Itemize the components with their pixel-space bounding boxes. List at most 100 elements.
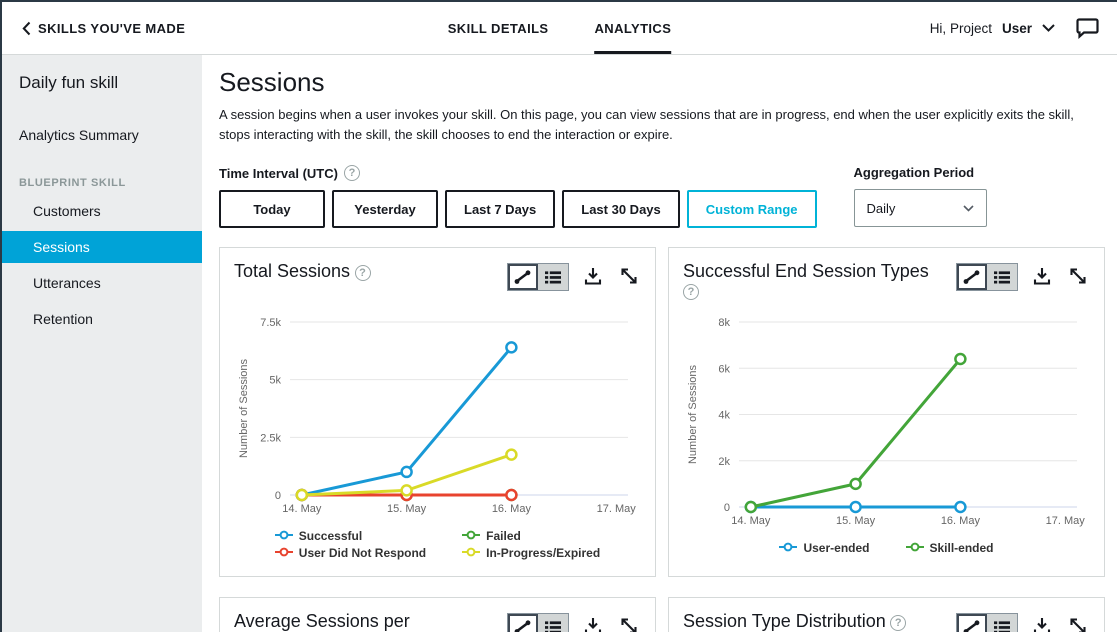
chart-title: Average Sessions per Customer: [234, 611, 410, 632]
chart-card-successful-end-session-types: Successful End Session Types ? 0 2k 4k 6k 8k N…: [668, 247, 1105, 578]
tab-analytics[interactable]: ANALYTICS: [594, 2, 672, 54]
sidebar-item-retention[interactable]: Retention: [33, 311, 93, 327]
chart-plot-successful-end-session-types: 0 2k 4k 6k 8k Number of Sessions 14. May 15. Ma…: [687, 317, 1085, 527]
back-to-skills-link[interactable]: SKILLS YOU'VE MADE: [22, 21, 185, 36]
view-toggle-group: [507, 613, 569, 632]
line-chart-icon: [514, 619, 532, 632]
svg-text:0: 0: [724, 502, 730, 514]
time-interval-button-yesterday[interactable]: Yesterday: [332, 190, 438, 229]
download-button[interactable]: [581, 263, 605, 289]
chart-help-icon[interactable]: ?: [354, 265, 371, 282]
legend-item-skill-ended[interactable]: Skill-ended: [905, 541, 994, 556]
line-view-toggle-button[interactable]: [508, 264, 538, 291]
time-interval-button-today[interactable]: Today: [219, 190, 325, 229]
expand-button[interactable]: [617, 613, 641, 632]
sidebar-item-utterances[interactable]: Utterances: [33, 275, 101, 291]
line-chart-icon: [963, 619, 981, 632]
view-toggle-group: [956, 613, 1018, 632]
legend-item-failed[interactable]: Failed: [462, 529, 600, 543]
skill-name: Daily fun skill: [19, 73, 119, 92]
chart-title-wrap: Session Type Distribution ?: [683, 610, 907, 632]
table-view-toggle-button[interactable]: [538, 614, 568, 632]
sidebar-item-sessions[interactable]: Sessions: [2, 231, 202, 263]
sidebar-section-label: BLUEPRINT SKILL: [19, 177, 126, 189]
aggregation-period-select[interactable]: Daily: [853, 189, 987, 228]
download-button[interactable]: [1030, 613, 1054, 632]
expand-icon: [619, 266, 639, 286]
user-name: User: [1001, 20, 1032, 36]
back-chevron-icon: [22, 21, 31, 36]
legend-marker-icon: [462, 546, 481, 560]
legend-label: In-Progress/Expired: [486, 546, 601, 561]
svg-text:15. May: 15. May: [387, 503, 427, 515]
legend-marker-icon: [462, 529, 481, 543]
top-navigation-bar: SKILLS YOU'VE MADE SKILL DETAILS ANALYTIC…: [2, 2, 1117, 55]
feedback-chat-icon[interactable]: [1075, 16, 1101, 40]
download-button[interactable]: [1030, 263, 1054, 289]
line-chart-icon: [514, 269, 532, 285]
legend-marker-icon: [274, 546, 293, 560]
expand-icon: [1068, 266, 1088, 286]
legend-label: User-ended: [803, 541, 870, 556]
sidebar-item-analytics-summary[interactable]: Analytics Summary: [19, 127, 139, 143]
legend-label: User Did Not Respond: [298, 546, 427, 561]
download-icon: [1032, 266, 1052, 286]
expand-button[interactable]: [1066, 613, 1090, 632]
view-toggle-group: [507, 263, 569, 292]
legend-marker-icon: [274, 529, 293, 543]
user-menu-chevron-icon[interactable]: [1042, 24, 1055, 32]
time-interval-button-custom-range[interactable]: Custom Range: [686, 190, 817, 229]
svg-text:14. May: 14. May: [731, 515, 771, 527]
chart-help-icon[interactable]: ?: [890, 615, 907, 632]
tab-skill-details[interactable]: SKILL DETAILS: [447, 20, 549, 36]
chart-help-icon[interactable]: ?: [683, 284, 699, 301]
table-view-toggle-button[interactable]: [538, 264, 568, 291]
chart-card-header: Session Type Distribution ?: [683, 610, 1090, 632]
table-icon: [993, 620, 1011, 632]
line-view-toggle-button[interactable]: [508, 614, 538, 632]
sidebar: Daily fun skill Analytics Summary BLUEPR…: [2, 55, 202, 632]
expand-button[interactable]: [1066, 263, 1090, 289]
svg-text:14. May: 14. May: [282, 503, 322, 515]
svg-text:6k: 6k: [718, 364, 730, 376]
legend-label: Skill-ended: [929, 541, 994, 556]
download-icon: [583, 616, 603, 632]
chart-toolbar: [507, 260, 641, 312]
legend-item-successful[interactable]: Successful: [274, 529, 426, 543]
time-interval-help-icon[interactable]: ?: [343, 165, 360, 182]
svg-text:5k: 5k: [269, 375, 281, 387]
svg-text:17. May: 17. May: [597, 503, 637, 515]
chart-card-header: Average Sessions per Customer ?: [234, 610, 641, 632]
table-view-toggle-button[interactable]: [987, 614, 1017, 632]
charts-grid: Total Sessions ? 0 2.5k 5k 7.5k Number of Ses…: [219, 247, 1107, 632]
chart-toolbar: [507, 610, 641, 632]
legend-item-in-progress-expired[interactable]: In-Progress/Expired: [462, 546, 600, 560]
aggregation-value: Daily: [866, 200, 896, 216]
chart-legend: User-ended Skill-ended: [683, 541, 1090, 555]
time-interval-button-last-7-days[interactable]: Last 7 Days: [445, 190, 556, 229]
aggregation-group: Aggregation Period Daily: [853, 165, 987, 228]
main-content: Sessions A session begins when a user in…: [202, 55, 1117, 632]
table-view-toggle-button[interactable]: [987, 264, 1017, 291]
table-icon: [544, 270, 562, 285]
sidebar-item-customers[interactable]: Customers: [33, 203, 101, 219]
legend-item-user-did-not-respond[interactable]: User Did Not Respond: [274, 546, 427, 561]
svg-text:15. May: 15. May: [836, 515, 876, 527]
line-view-toggle-button[interactable]: [957, 614, 987, 632]
svg-text:7.5k: 7.5k: [260, 317, 281, 329]
time-interval-button-last-30-days[interactable]: Last 30 Days: [562, 190, 680, 229]
chart-title: Total Sessions: [234, 261, 351, 282]
chart-title-wrap: Successful End Session Types ?: [683, 260, 941, 312]
chart-legend: Successful Failed User Did Not Respond In-P…: [234, 529, 641, 560]
table-icon: [993, 270, 1011, 285]
chart-plot-total-sessions: 0 2.5k 5k 7.5k Number of Sessions 14. May 15. …: [238, 317, 637, 515]
legend-item-user-ended[interactable]: User-ended: [779, 541, 870, 556]
line-view-toggle-button[interactable]: [957, 264, 987, 291]
expand-button[interactable]: [617, 263, 641, 289]
chart-card-header: Successful End Session Types ?: [683, 260, 1090, 312]
chart-card-total-sessions: Total Sessions ? 0 2.5k 5k 7.5k Number of Ses…: [219, 247, 656, 578]
download-button[interactable]: [581, 613, 605, 632]
page-description: A session begins when a user invokes you…: [219, 107, 1074, 143]
svg-text:2k: 2k: [718, 456, 730, 468]
back-label: SKILLS YOU'VE MADE: [38, 20, 186, 36]
